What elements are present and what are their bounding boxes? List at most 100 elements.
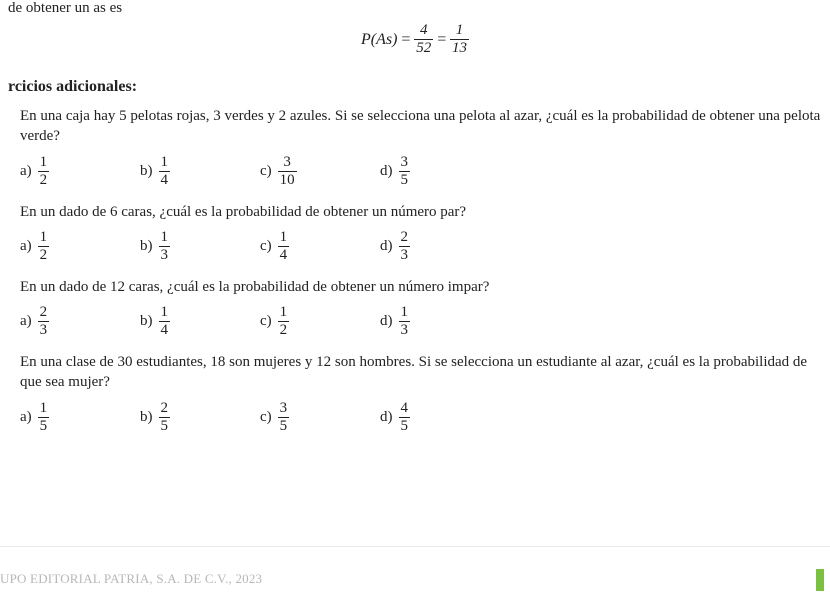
partial-top-text: de obtener un as es bbox=[8, 0, 822, 17]
fraction-numerator: 1 bbox=[159, 230, 171, 247]
option-fraction: 13 bbox=[399, 305, 411, 338]
option-fraction: 35 bbox=[399, 155, 411, 188]
fraction-numerator: 2 bbox=[38, 305, 50, 322]
fraction-denominator: 4 bbox=[159, 322, 171, 338]
fraction-numerator: 1 bbox=[278, 230, 290, 247]
option: d) 45 bbox=[380, 401, 500, 434]
option-fraction: 45 bbox=[399, 401, 411, 434]
fraction-denominator: 3 bbox=[38, 322, 50, 338]
fraction-denominator: 5 bbox=[278, 418, 290, 434]
fraction-numerator: 3 bbox=[278, 401, 290, 418]
fraction-denominator: 5 bbox=[38, 418, 50, 434]
question-block: En un dado de 6 caras, ¿cuál es la proba… bbox=[8, 202, 822, 263]
option-fraction: 12 bbox=[38, 155, 50, 188]
option: c)35 bbox=[260, 401, 380, 434]
fraction-denominator: 4 bbox=[159, 172, 171, 188]
question-block: En una clase de 30 estudiantes, 18 son m… bbox=[8, 352, 822, 434]
option-fraction: 12 bbox=[38, 230, 50, 263]
option-letter: d) bbox=[380, 163, 393, 180]
fraction-numerator: 2 bbox=[159, 401, 171, 418]
option-letter: a) bbox=[20, 163, 32, 180]
question-block: En una caja hay 5 pelotas rojas, 3 verde… bbox=[8, 106, 822, 188]
fraction-denominator: 2 bbox=[38, 247, 50, 263]
option-letter: a) bbox=[20, 238, 32, 255]
option-fraction: 23 bbox=[38, 305, 50, 338]
option-letter: c) bbox=[260, 313, 272, 330]
option: c) 14 bbox=[260, 230, 380, 263]
option: d) 23 bbox=[380, 230, 500, 263]
questions-container: En una caja hay 5 pelotas rojas, 3 verde… bbox=[8, 106, 822, 434]
options-row: a)23b)14c)12d)13 bbox=[20, 305, 822, 338]
fraction-numerator: 2 bbox=[399, 230, 411, 247]
option: c) 310 bbox=[260, 155, 380, 188]
fraction-denominator: 2 bbox=[38, 172, 50, 188]
option: a) 23 bbox=[20, 305, 140, 338]
footer-text: UPO EDITORIAL PATRIA, S.A. DE C.V., 2023 bbox=[0, 571, 262, 587]
frac2-num: 1 bbox=[450, 23, 469, 40]
option-letter: c) bbox=[260, 238, 272, 255]
equation-eq1: = bbox=[400, 31, 411, 49]
frac1-den: 52 bbox=[414, 40, 433, 56]
option: b) 14 bbox=[140, 305, 260, 338]
frac2-den: 13 bbox=[450, 40, 469, 56]
fraction-numerator: 1 bbox=[159, 305, 171, 322]
equation-frac1: 4 52 bbox=[414, 23, 433, 56]
equation-eq2: = bbox=[436, 31, 447, 49]
options-row: a)12b)14c)310d)35 bbox=[20, 155, 822, 188]
option-letter: d) bbox=[380, 238, 393, 255]
frac1-num: 4 bbox=[414, 23, 433, 40]
option-fraction: 14 bbox=[159, 155, 171, 188]
question-text: En una caja hay 5 pelotas rojas, 3 verde… bbox=[20, 106, 822, 147]
option: a) 15 bbox=[20, 401, 140, 434]
option-letter: b) bbox=[140, 238, 153, 255]
option-letter: d) bbox=[380, 313, 393, 330]
option-fraction: 13 bbox=[159, 230, 171, 263]
option: d) 13 bbox=[380, 305, 500, 338]
equation-lhs: P(As) bbox=[361, 31, 397, 49]
option-fraction: 12 bbox=[278, 305, 290, 338]
fraction-numerator: 3 bbox=[399, 155, 411, 172]
question-text: En una clase de 30 estudiantes, 18 son m… bbox=[20, 352, 822, 393]
fraction-numerator: 4 bbox=[399, 401, 411, 418]
fraction-numerator: 1 bbox=[278, 305, 290, 322]
option: a) 12 bbox=[20, 230, 140, 263]
fraction-numerator: 1 bbox=[399, 305, 411, 322]
option: a) 12 bbox=[20, 155, 140, 188]
section-title: rcicios adicionales: bbox=[8, 78, 822, 96]
option: b)25 bbox=[140, 401, 260, 434]
option-letter: a) bbox=[20, 409, 32, 426]
fraction-numerator: 1 bbox=[38, 155, 50, 172]
fraction-denominator: 5 bbox=[159, 418, 171, 434]
equation-frac2: 1 13 bbox=[450, 23, 469, 56]
options-row: a)15b)25c)35d)45 bbox=[20, 401, 822, 434]
fraction-denominator: 3 bbox=[159, 247, 171, 263]
option-letter: c) bbox=[260, 163, 272, 180]
option-fraction: 14 bbox=[159, 305, 171, 338]
fraction-denominator: 4 bbox=[278, 247, 290, 263]
option-letter: a) bbox=[20, 313, 32, 330]
options-row: a)12b)13c)14d)23 bbox=[20, 230, 822, 263]
fraction-numerator: 1 bbox=[159, 155, 171, 172]
fraction-numerator: 1 bbox=[38, 230, 50, 247]
question-text: En un dado de 12 caras, ¿cuál es la prob… bbox=[20, 277, 822, 297]
option-letter: d) bbox=[380, 409, 393, 426]
question-block: En un dado de 12 caras, ¿cuál es la prob… bbox=[8, 277, 822, 338]
option: b) 14 bbox=[140, 155, 260, 188]
option: b) 13 bbox=[140, 230, 260, 263]
option-fraction: 25 bbox=[159, 401, 171, 434]
fraction-denominator: 5 bbox=[399, 418, 411, 434]
question-text: En un dado de 6 caras, ¿cuál es la proba… bbox=[20, 202, 822, 222]
fraction-denominator: 2 bbox=[278, 322, 290, 338]
option-fraction: 14 bbox=[278, 230, 290, 263]
fraction-denominator: 5 bbox=[399, 172, 411, 188]
green-accent-bar bbox=[816, 569, 824, 591]
fraction-numerator: 1 bbox=[38, 401, 50, 418]
divider-line bbox=[0, 546, 830, 547]
fraction-numerator: 3 bbox=[278, 155, 297, 172]
option-fraction: 310 bbox=[278, 155, 297, 188]
option-fraction: 15 bbox=[38, 401, 50, 434]
fraction-denominator: 10 bbox=[278, 172, 297, 188]
option-letter: b) bbox=[140, 163, 153, 180]
option-letter: b) bbox=[140, 313, 153, 330]
option-fraction: 23 bbox=[399, 230, 411, 263]
